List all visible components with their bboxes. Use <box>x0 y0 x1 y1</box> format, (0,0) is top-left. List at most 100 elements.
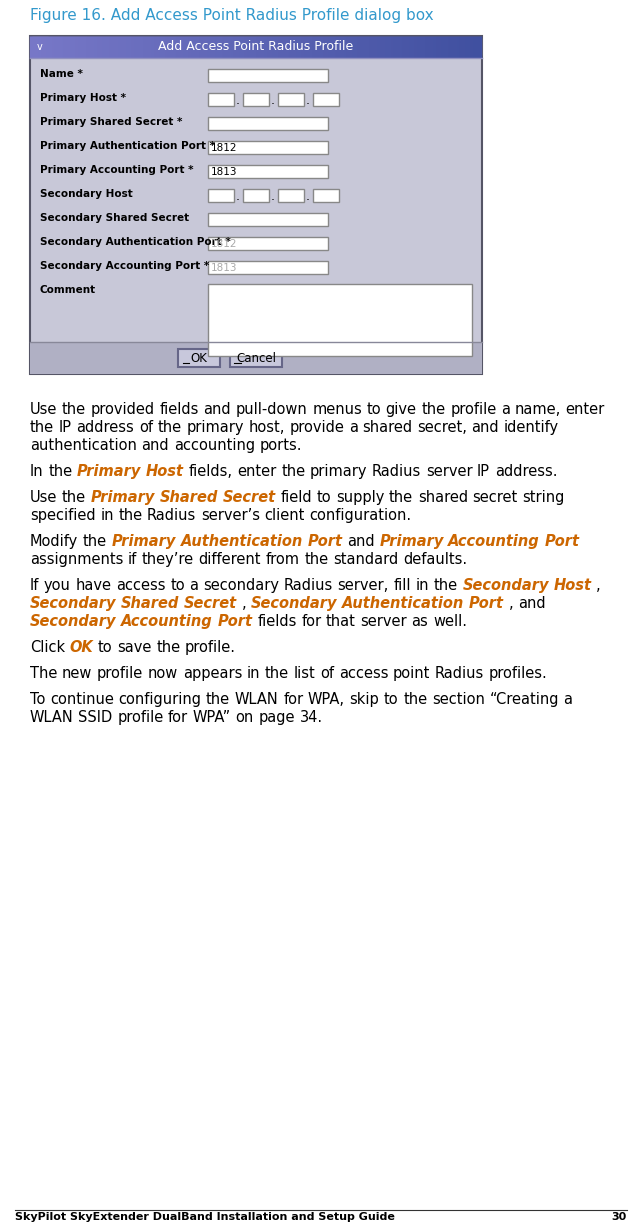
Text: Secondary: Secondary <box>251 596 338 611</box>
Text: you: you <box>44 578 71 592</box>
Text: .: . <box>306 93 310 106</box>
Text: Primary Shared Secret *: Primary Shared Secret * <box>40 118 182 127</box>
Text: shared: shared <box>418 490 468 506</box>
Text: a: a <box>564 692 573 707</box>
Text: server: server <box>360 614 407 629</box>
Text: for: for <box>301 614 321 629</box>
Text: .: . <box>306 190 310 202</box>
Text: the: the <box>83 534 107 550</box>
Bar <box>230 349 282 367</box>
Text: Secondary Authentication Port *: Secondary Authentication Port * <box>40 237 230 247</box>
Text: profile: profile <box>117 710 164 725</box>
Bar <box>278 93 304 106</box>
Text: host,: host, <box>248 420 284 435</box>
Text: fields: fields <box>159 401 199 417</box>
Text: provided: provided <box>91 401 155 417</box>
Text: IP: IP <box>477 464 490 479</box>
Text: standard: standard <box>333 552 399 567</box>
Text: a: a <box>501 401 510 417</box>
Text: WLAN: WLAN <box>235 692 279 707</box>
Text: WLAN: WLAN <box>30 710 74 725</box>
Text: server: server <box>426 464 473 479</box>
Text: In: In <box>30 464 44 479</box>
Text: fields,: fields, <box>189 464 232 479</box>
Text: menus: menus <box>312 401 362 417</box>
Text: the: the <box>157 640 180 655</box>
Text: Add Access Point Radius Profile: Add Access Point Radius Profile <box>159 40 354 54</box>
Text: and: and <box>141 438 169 453</box>
Text: SkyPilot SkyExtender DualBand Installation and Setup Guide: SkyPilot SkyExtender DualBand Installati… <box>15 1212 395 1222</box>
Text: profile: profile <box>450 401 496 417</box>
Text: list: list <box>293 666 315 681</box>
Text: now: now <box>148 666 178 681</box>
Text: server’s: server’s <box>201 508 260 523</box>
Text: of: of <box>139 420 153 435</box>
Text: different: different <box>198 552 261 567</box>
Text: Shared: Shared <box>160 490 218 506</box>
Text: OK: OK <box>70 640 94 655</box>
Text: .: . <box>271 93 275 106</box>
Bar <box>313 93 339 106</box>
Text: Accounting: Accounting <box>121 614 213 629</box>
Text: ,: , <box>508 596 514 611</box>
Text: Port: Port <box>308 534 342 550</box>
Text: Secret: Secret <box>184 596 238 611</box>
Text: primary: primary <box>310 464 367 479</box>
Text: Primary Accounting Port *: Primary Accounting Port * <box>40 165 193 175</box>
Text: Radius: Radius <box>435 666 484 681</box>
Text: and: and <box>204 401 231 417</box>
Text: 1812: 1812 <box>211 239 238 248</box>
Text: .: . <box>236 190 240 202</box>
Text: the: the <box>403 692 428 707</box>
Text: shared: shared <box>362 420 413 435</box>
Bar <box>452 38 465 55</box>
Text: WPA,: WPA, <box>308 692 345 707</box>
Text: Port: Port <box>469 596 504 611</box>
Text: Primary: Primary <box>91 490 155 506</box>
Text: Host: Host <box>553 578 592 592</box>
Text: primary: primary <box>186 420 243 435</box>
Text: for: for <box>168 710 188 725</box>
Bar <box>208 213 328 226</box>
Text: ,: , <box>242 596 247 611</box>
Text: Cancel: Cancel <box>236 351 276 365</box>
Text: the: the <box>421 401 446 417</box>
Text: the: the <box>434 578 458 592</box>
Text: 34.: 34. <box>300 710 323 725</box>
Text: Radius: Radius <box>372 464 421 479</box>
Text: server,: server, <box>338 578 389 592</box>
Text: defaults.: defaults. <box>403 552 467 567</box>
Bar <box>208 284 472 356</box>
Text: v: v <box>37 42 43 51</box>
Text: continue: continue <box>50 692 114 707</box>
Text: the: the <box>48 464 73 479</box>
Text: Name *: Name * <box>40 69 83 80</box>
Text: profiles.: profiles. <box>489 666 548 681</box>
Text: WPA”: WPA” <box>193 710 231 725</box>
Text: OK: OK <box>191 351 207 365</box>
Text: a: a <box>189 578 198 592</box>
Bar <box>208 93 234 106</box>
Text: they’re: they’re <box>142 552 194 567</box>
Text: of: of <box>320 666 334 681</box>
Text: IP: IP <box>59 420 72 435</box>
Text: give: give <box>386 401 417 417</box>
Text: enter: enter <box>566 401 605 417</box>
Text: .: . <box>271 190 275 202</box>
Text: Radius: Radius <box>147 508 196 523</box>
Text: To: To <box>30 692 46 707</box>
Text: and: and <box>472 420 499 435</box>
Text: 30: 30 <box>612 1212 627 1222</box>
Text: to: to <box>317 490 331 506</box>
Text: the: the <box>157 420 182 435</box>
Text: pull-down: pull-down <box>236 401 308 417</box>
Text: Accounting: Accounting <box>448 534 540 550</box>
Text: assignments: assignments <box>30 552 123 567</box>
Bar <box>30 341 482 375</box>
Text: .: . <box>236 93 240 106</box>
Bar <box>30 35 482 375</box>
Text: Authentication: Authentication <box>180 534 303 550</box>
Text: and: and <box>518 596 546 611</box>
Text: point: point <box>393 666 430 681</box>
Text: the: the <box>206 692 230 707</box>
